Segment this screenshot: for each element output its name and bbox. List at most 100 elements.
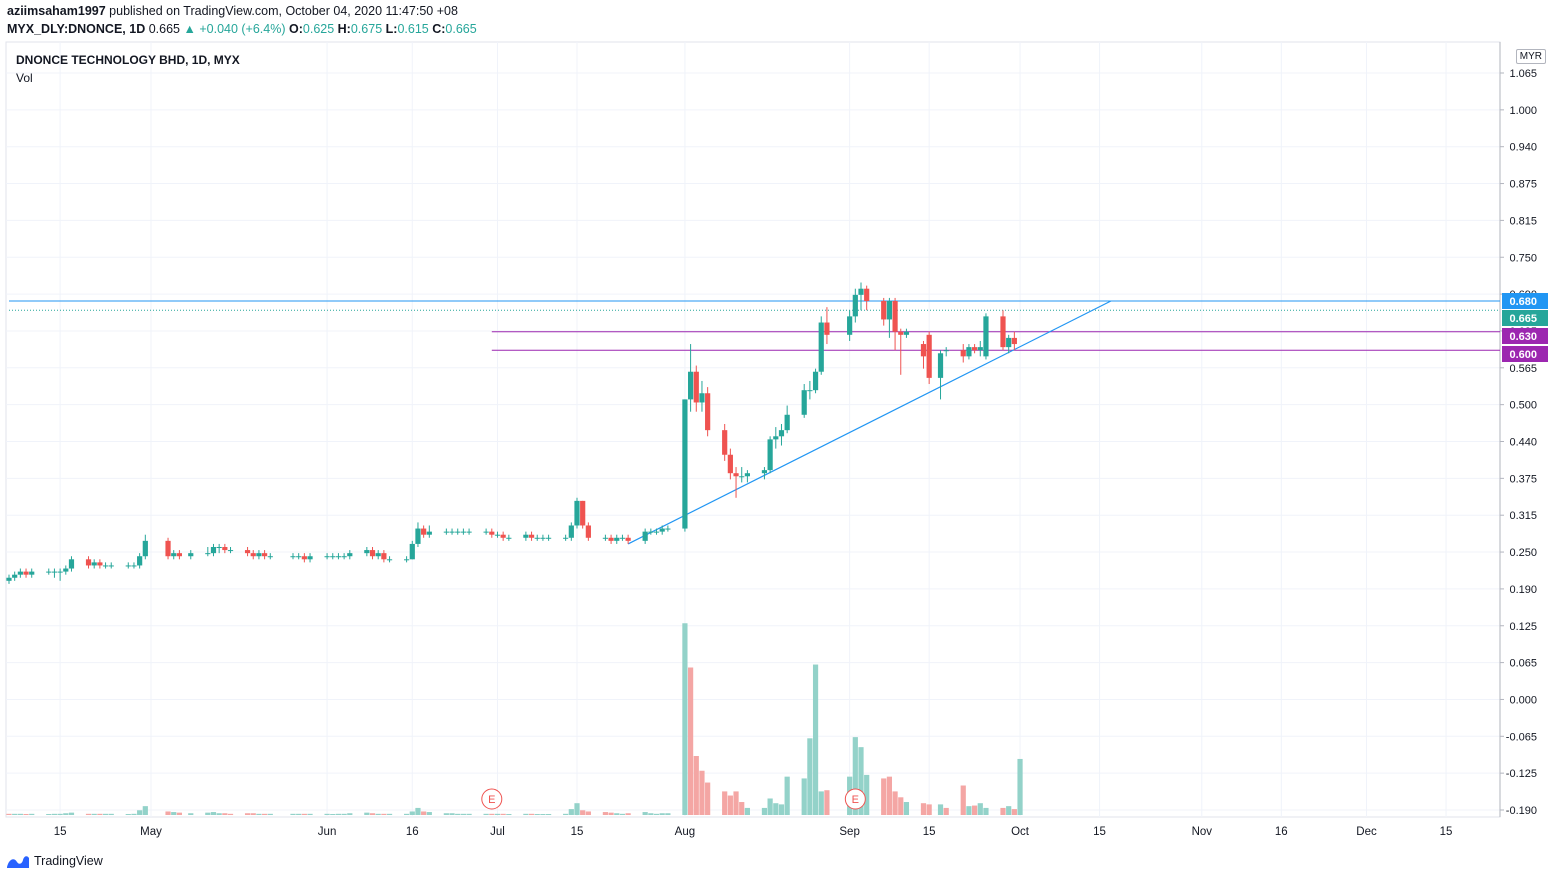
- candle-body: [176, 553, 182, 557]
- candle-body: [483, 531, 489, 533]
- volume-bar: [216, 813, 222, 815]
- candle-body: [972, 347, 978, 351]
- candle-body: [546, 537, 552, 539]
- candle-body: [881, 301, 887, 320]
- price-label-badge: [1502, 310, 1548, 326]
- volume-bar: [528, 813, 535, 815]
- candle-body: [761, 470, 768, 474]
- volume-bar: [506, 814, 512, 815]
- volume-bar: [369, 813, 376, 815]
- volume-bar: [920, 803, 927, 815]
- candle-body: [489, 531, 495, 535]
- candle-body: [455, 531, 461, 533]
- candle-body: [409, 543, 415, 560]
- close-label: C:: [432, 22, 446, 36]
- volume-bar: [585, 811, 591, 815]
- x-tick-label: 15: [923, 826, 936, 838]
- currency-button[interactable]: MYR: [1515, 49, 1546, 64]
- candle-body: [51, 571, 58, 573]
- volume-bar: [937, 804, 944, 815]
- candle-body: [773, 436, 779, 440]
- volume-bar: [489, 813, 495, 815]
- volume-bar: [102, 813, 109, 815]
- candle-body: [91, 562, 97, 566]
- volume-bar: [421, 811, 427, 815]
- candle-body: [903, 331, 910, 335]
- candle-body: [108, 565, 114, 567]
- candle-body: [364, 550, 370, 554]
- volume-bar: [858, 747, 864, 815]
- candle-body: [864, 288, 870, 301]
- candle-body: [307, 556, 313, 560]
- volume-bar: [574, 803, 580, 815]
- volume-bar: [824, 790, 830, 815]
- volume-bar: [460, 813, 466, 815]
- volume-bar: [335, 813, 342, 815]
- volume-bar: [205, 812, 211, 815]
- volume-bar: [540, 814, 546, 815]
- candle-body: [6, 577, 12, 581]
- candle-body: [466, 531, 472, 533]
- candle-body: [404, 559, 410, 561]
- volume-bar: [534, 814, 540, 815]
- footer-brand[interactable]: TradingView: [6, 853, 103, 869]
- volume-bar: [85, 813, 92, 815]
- volume-bar: [943, 807, 949, 815]
- up-arrow-icon: ▲: [183, 22, 196, 36]
- candle-body: [705, 393, 711, 431]
- candle-body: [602, 537, 608, 539]
- volume-bar: [523, 813, 529, 815]
- volume-bar: [903, 802, 910, 815]
- volume-bar: [739, 802, 745, 815]
- candle-body: [330, 556, 336, 558]
- volume-bar: [63, 813, 69, 815]
- candle-body: [296, 556, 302, 558]
- author-name[interactable]: aziimsaham1997: [7, 4, 106, 18]
- chart-legend-title: DNONCE TECHNOLOGY BHD, 1D, MYX: [16, 53, 240, 67]
- candle-body: [886, 301, 892, 320]
- x-tick-label: 15: [571, 826, 584, 838]
- high-value: 0.675: [350, 22, 383, 36]
- candle-body: [665, 528, 671, 530]
- volume-bar: [415, 807, 421, 815]
- price-label-badge: [1502, 328, 1548, 344]
- y-tick-label: 0.875: [1509, 179, 1537, 191]
- volume-bar: [881, 778, 887, 815]
- volume-bar: [977, 803, 983, 815]
- volume-bar: [256, 813, 262, 815]
- candle-body: [892, 301, 898, 332]
- volume-bar: [381, 813, 387, 815]
- candle-body: [449, 531, 455, 533]
- candle-body: [528, 534, 535, 538]
- volume-bar: [898, 797, 904, 815]
- candle-body: [937, 353, 944, 378]
- candle-body: [188, 553, 194, 557]
- volume-bar: [6, 813, 12, 815]
- footer-brand-text: TradingView: [34, 854, 103, 868]
- candle-body: [443, 531, 449, 533]
- volume-bar: [483, 813, 489, 815]
- candle-body: [733, 473, 739, 477]
- candle-body: [619, 537, 626, 539]
- candle-body: [824, 322, 830, 335]
- candle-body: [421, 528, 427, 535]
- volume-bar: [404, 813, 410, 815]
- volume-bar: [926, 804, 932, 815]
- candle-body: [17, 571, 23, 575]
- volume-bar: [801, 778, 807, 815]
- x-tick-label: Sep: [839, 826, 859, 838]
- volume-bar: [210, 812, 217, 815]
- volume-bar: [142, 806, 148, 815]
- candle-body: [262, 553, 268, 557]
- y-tick-label: 1.065: [1509, 68, 1537, 80]
- volume-bar: [614, 813, 620, 815]
- ohlc-header: MYX_DLY:DNONCE, 1D 0.665 ▲ +0.040 (+6.4%…: [7, 22, 477, 36]
- candle-body: [926, 334, 932, 378]
- y-tick-label: -0.190: [1506, 805, 1537, 817]
- candle-body: [369, 550, 376, 557]
- price-label-text: 0.665: [1509, 313, 1537, 325]
- candle-body: [807, 390, 813, 392]
- candle-body: [494, 534, 501, 536]
- y-tick-label: 0.190: [1509, 584, 1537, 596]
